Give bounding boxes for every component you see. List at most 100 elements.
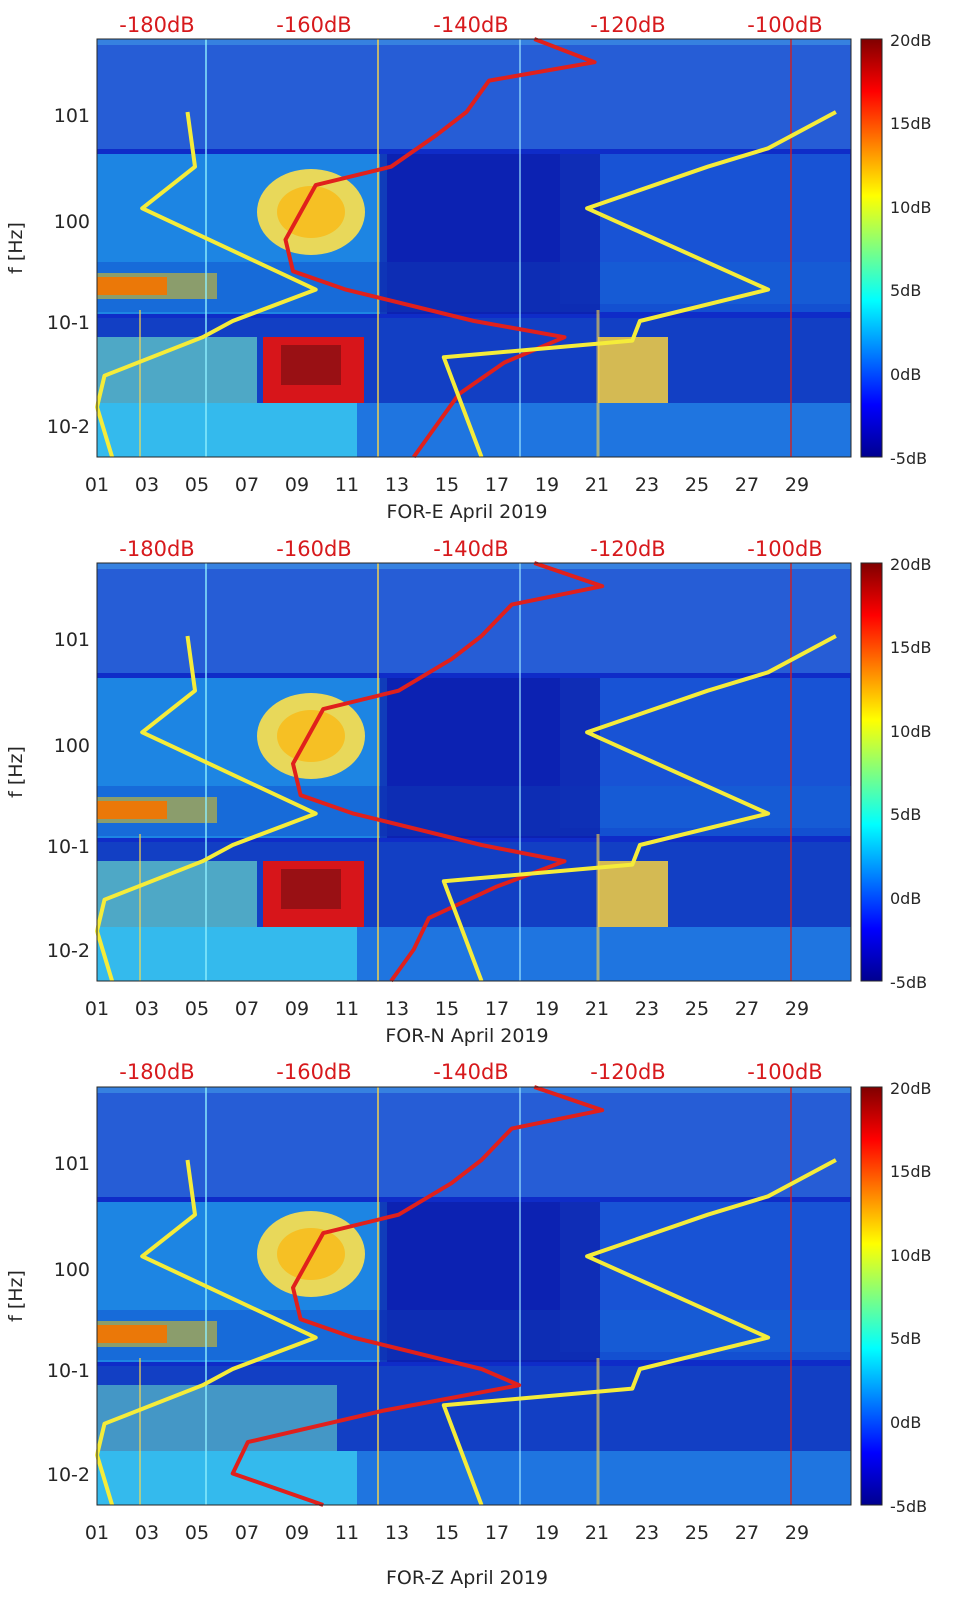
x-tick-3-27: 27 (735, 1522, 759, 1544)
x-ticks-3: 01 03 05 07 09 11 13 15 17 19 21 23 25 2… (85, 1522, 809, 1544)
colorbar-1-gradient (860, 38, 883, 458)
y-tick-2-3: 100 (54, 735, 90, 757)
yellow-curve-high-1 (441, 110, 837, 458)
x-tick-1-25: 25 (685, 474, 709, 496)
colorbar-1-tick-20: 20dB (890, 31, 932, 50)
heatmap-2-streaks (139, 563, 792, 981)
x-tick-2-15: 15 (435, 998, 459, 1020)
x-tick-1-21: 21 (585, 474, 609, 496)
plot-frame-2 (96, 562, 852, 982)
x-axis-label-1: FOR-E April 2019 (386, 501, 547, 523)
x-tick-2-27: 27 (735, 998, 759, 1020)
x-tick-2-01: 01 (85, 998, 109, 1020)
yellow-curve-low-2 (95, 635, 318, 982)
colorbar-3-tick-15: 15dB (890, 1162, 932, 1181)
x-tick-1-05: 05 (185, 474, 209, 496)
x-ticks-2: 01 03 05 07 09 11 13 15 17 19 21 23 25 2… (85, 998, 809, 1020)
x-tick-3-01: 01 (85, 1522, 109, 1544)
y-tick-1-2: 10-1 (47, 312, 90, 334)
colorbar-2-tick-10: 10dB (890, 722, 932, 741)
panel-2: -180dB -160dB -140dB -120dB -100dB (5, 537, 932, 1047)
x-tick-3-15: 15 (435, 1522, 459, 1544)
x-tick-3-23: 23 (635, 1522, 659, 1544)
x-axis-label-2: FOR-N April 2019 (385, 1025, 548, 1047)
x-tick-3-03: 03 (135, 1522, 159, 1544)
y-tick-2-4: 101 (54, 629, 90, 651)
top-axis-label-4: -120dB (590, 537, 665, 561)
top-axis-label-5: -100dB (747, 537, 822, 561)
yellow-curve-high-2 (441, 634, 837, 982)
x-tick-3-25: 25 (685, 1522, 709, 1544)
x-tick-2-13: 13 (385, 998, 409, 1020)
colorbar-2-tick-5: 5dB (890, 805, 921, 824)
x-tick-3-21: 21 (585, 1522, 609, 1544)
y-tick-2-1: 10-2 (47, 940, 90, 962)
colorbar-1-tick-10: 10dB (890, 198, 932, 217)
yellow-curve-low-1 (95, 111, 318, 458)
top-axis-label-2: -160dB (276, 1060, 351, 1084)
colorbar-2-gradient (860, 562, 883, 982)
x-tick-1-09: 09 (285, 474, 309, 496)
x-tick-1-15: 15 (435, 474, 459, 496)
x-tick-1-11: 11 (335, 474, 359, 496)
heatmap-3-streaks (139, 1087, 792, 1505)
red-curve-1 (283, 37, 597, 459)
colorbar-3-gradient (860, 1086, 883, 1506)
red-curve-3 (230, 1085, 605, 1507)
x-tick-3-29: 29 (785, 1522, 809, 1544)
colorbar-3-tick-0: 0dB (890, 1413, 921, 1432)
x-tick-2-11: 11 (335, 998, 359, 1020)
y-tick-3-2: 10-1 (47, 1360, 90, 1382)
x-tick-2-19: 19 (535, 998, 559, 1020)
x-tick-2-25: 25 (685, 998, 709, 1020)
x-tick-1-13: 13 (385, 474, 409, 496)
x-tick-1-27: 27 (735, 474, 759, 496)
x-axis-label-3: FOR-Z April 2019 (386, 1567, 548, 1589)
y-tick-1-1: 10-2 (47, 416, 90, 438)
colorbar-1: -5dB 0dB 5dB 10dB 15dB 20dB (860, 31, 932, 468)
x-tick-2-17: 17 (485, 998, 509, 1020)
x-tick-2-23: 23 (635, 998, 659, 1020)
x-tick-2-07: 07 (235, 998, 259, 1020)
y-axis-label-1: f [Hz] (5, 222, 27, 274)
heatmap-1-hotspots (97, 39, 851, 403)
x-tick-2-21: 21 (585, 998, 609, 1020)
x-tick-3-17: 17 (485, 1522, 509, 1544)
x-tick-3-11: 11 (335, 1522, 359, 1544)
heatmap-3 (95, 1085, 852, 1507)
x-tick-1-29: 29 (785, 474, 809, 496)
x-ticks-1: 01 03 05 07 09 11 13 15 17 19 21 23 25 2… (85, 474, 809, 496)
y-tick-3-1: 10-2 (47, 1464, 90, 1486)
x-tick-1-03: 03 (135, 474, 159, 496)
heatmap-2-hotspots (97, 563, 851, 927)
x-tick-1-23: 23 (635, 474, 659, 496)
x-tick-3-09: 09 (285, 1522, 309, 1544)
y-tick-3-3: 100 (54, 1259, 90, 1281)
x-tick-2-29: 29 (785, 998, 809, 1020)
x-tick-3-07: 07 (235, 1522, 259, 1544)
colorbar-2-tick-15: 15dB (890, 638, 932, 657)
colorbar-1-tick-5: 5dB (890, 281, 921, 300)
panel-1: -180dB -160dB -140dB -120dB -100dB (5, 13, 932, 523)
heatmap-2 (95, 561, 852, 983)
y-tick-1-3: 100 (54, 211, 90, 233)
x-tick-3-19: 19 (535, 1522, 559, 1544)
x-tick-1-17: 17 (485, 474, 509, 496)
red-curve-2 (291, 561, 605, 983)
x-tick-1-19: 19 (535, 474, 559, 496)
top-axis-label-4: -120dB (590, 13, 665, 37)
y-tick-3-4: 101 (54, 1153, 90, 1175)
y-axis-label-3: f [Hz] (5, 1270, 27, 1322)
heatmap-3-hotspots (97, 1087, 851, 1451)
yellow-curve-high-3 (441, 1158, 837, 1506)
x-tick-1-01: 01 (85, 474, 109, 496)
x-tick-2-09: 09 (285, 998, 309, 1020)
colorbar-3-tick-m5: -5dB (890, 1497, 927, 1516)
heatmap-1-streaks (139, 39, 792, 457)
colorbar-2: -5dB 0dB 5dB 10dB 15dB 20dB (860, 555, 932, 992)
colorbar-3: -5dB 0dB 5dB 10dB 15dB 20dB (860, 1079, 932, 1516)
top-axis-label-3: -140dB (433, 537, 508, 561)
colorbar-2-tick-20: 20dB (890, 555, 932, 574)
top-axis-label-3: -140dB (433, 13, 508, 37)
